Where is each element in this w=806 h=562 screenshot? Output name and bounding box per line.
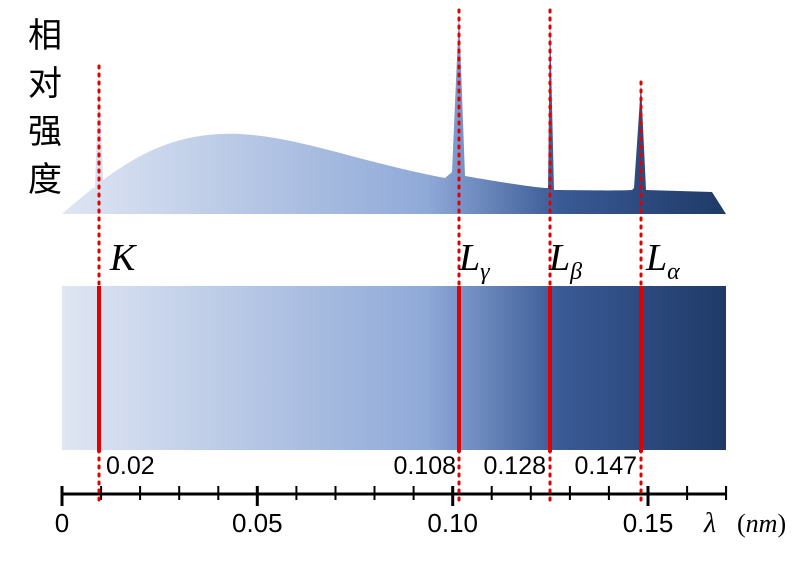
spectral-line: Lβ 0.128 bbox=[483, 8, 582, 502]
spectral-line-label: Lγ bbox=[458, 237, 490, 285]
axis-ticks bbox=[60, 486, 728, 506]
spectral-line: Lα 0.147 bbox=[574, 80, 680, 502]
wavelength-axis: 0 0.05 0.10 0.15 λ (nm) bbox=[55, 486, 786, 539]
y-axis-label-char-3: 强 bbox=[28, 112, 62, 152]
axis-unit-symbol: λ bbox=[703, 508, 716, 539]
spectrum-band bbox=[62, 286, 726, 450]
spectral-line-label: Lα bbox=[645, 237, 680, 285]
spectral-line: Lγ 0.108 bbox=[393, 8, 490, 502]
spectral-line-value: 0.147 bbox=[574, 452, 637, 480]
spectral-line: K 0.02 bbox=[97, 64, 155, 502]
y-axis-label-char-4: 度 bbox=[28, 160, 62, 200]
y-axis-label-char-2: 对 bbox=[28, 64, 62, 104]
axis-tick-labels: 0 0.05 0.10 0.15 bbox=[55, 508, 674, 538]
y-axis-label: 相 对 强 度 bbox=[28, 16, 62, 200]
axis-tick-label: 0.10 bbox=[427, 508, 478, 538]
characteristic-lines: K 0.02 Lγ 0.108 Lβ 0.128 Lα 0.147 bbox=[97, 8, 680, 502]
spectral-line-value: 0.128 bbox=[483, 452, 546, 480]
spectral-line-value: 0.108 bbox=[393, 452, 456, 480]
y-axis-label-char-1: 相 bbox=[28, 16, 62, 56]
spectral-line-value: 0.02 bbox=[106, 452, 155, 480]
axis-tick-label: 0.05 bbox=[232, 508, 283, 538]
axis-tick-label: 0.15 bbox=[623, 508, 674, 538]
axis-unit: (nm) bbox=[737, 509, 786, 538]
intensity-curve bbox=[62, 12, 726, 214]
axis-tick-label: 0 bbox=[55, 508, 69, 538]
spectral-line-label: K bbox=[109, 237, 137, 279]
spectral-line-label: Lβ bbox=[548, 237, 582, 285]
